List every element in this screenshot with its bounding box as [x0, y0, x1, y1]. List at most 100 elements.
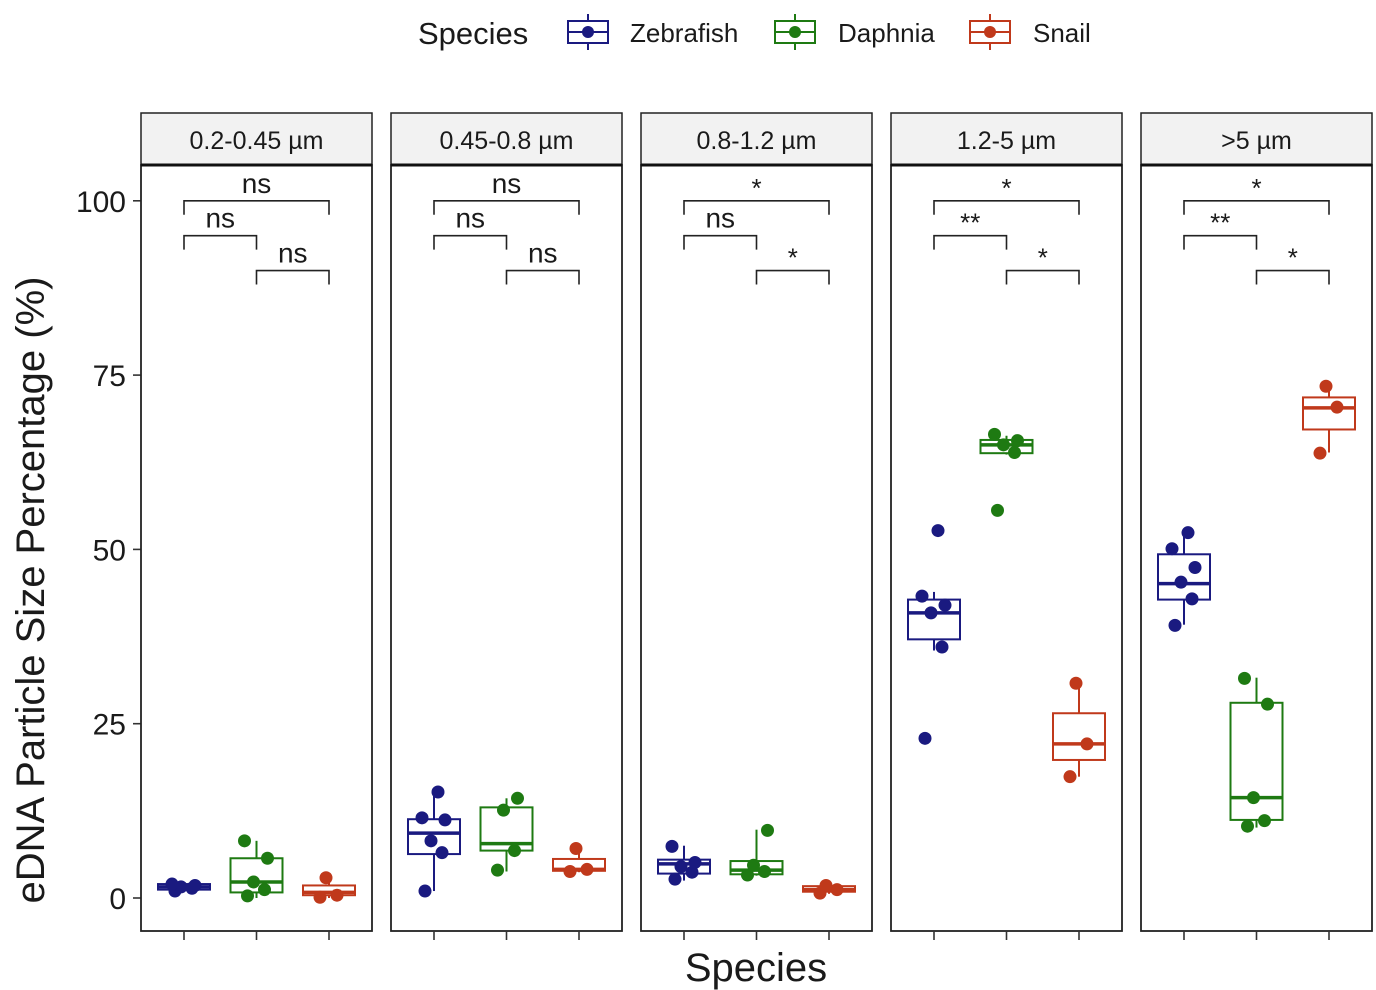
facet-strip-label: 0.2-0.45 µm — [190, 127, 324, 155]
box-daphnia — [1229, 671, 1284, 833]
y-tick-label-0: 0 — [109, 883, 126, 916]
iqr-box — [1302, 396, 1356, 431]
legend-key-snail — [969, 14, 1011, 50]
significance-label: * — [1001, 173, 1011, 203]
data-point — [313, 890, 327, 904]
facet-strip-label: 1.2-5 µm — [957, 127, 1056, 155]
data-point — [935, 640, 949, 654]
significance-label: ns — [492, 168, 522, 199]
iqr-box — [907, 598, 961, 641]
y-tick-label-75: 75 — [93, 360, 126, 393]
bracket — [1183, 200, 1330, 215]
data-point — [1181, 526, 1195, 540]
data-point — [668, 872, 682, 886]
data-point — [247, 875, 260, 889]
bracket — [933, 200, 1080, 215]
data-point — [819, 878, 833, 892]
legend-key-zebrafish — [567, 14, 609, 50]
legend: Species Zebrafish Daphnia Snail — [418, 14, 1091, 51]
significance-zebrafish-snail: * — [1183, 173, 1330, 215]
significance-label: ** — [1210, 208, 1230, 238]
data-point — [665, 839, 679, 853]
data-point — [1330, 400, 1344, 414]
data-point — [988, 427, 1001, 441]
data-point — [415, 811, 429, 825]
significance-label: * — [1288, 243, 1298, 273]
data-point — [688, 855, 702, 869]
significance-label: * — [751, 173, 761, 203]
bracket — [433, 200, 580, 215]
significance-zebrafish-daphnia: ns — [183, 203, 258, 250]
significance-daphnia-snail: ns — [255, 238, 330, 285]
significance-label: ns — [705, 203, 735, 234]
box-snail — [1302, 379, 1356, 460]
data-point — [330, 888, 344, 902]
significance-zebrafish-snail: * — [933, 173, 1080, 215]
data-point — [931, 524, 945, 538]
facet-strip — [390, 112, 623, 166]
significance-label: ns — [205, 203, 235, 234]
significance-zebrafish-daphnia: ns — [683, 203, 758, 250]
bracket — [183, 200, 330, 215]
data-point — [1261, 697, 1274, 711]
legend-point — [984, 26, 996, 38]
box-daphnia — [229, 834, 284, 903]
panel-border — [640, 164, 873, 932]
data-point — [511, 791, 524, 805]
significance-label: ns — [528, 238, 558, 269]
significance-zebrafish-snail: ns — [433, 168, 580, 215]
bracket — [683, 234, 758, 250]
box-snail — [1052, 676, 1106, 784]
box-daphnia — [979, 427, 1034, 517]
legend-label-snail: Snail — [1033, 18, 1091, 48]
legend-title: Species — [418, 16, 528, 51]
data-point — [261, 851, 274, 865]
legend-point — [582, 26, 594, 38]
data-point — [431, 785, 445, 799]
legend-label-zebrafish: Zebrafish — [630, 18, 738, 48]
data-point — [758, 865, 771, 879]
data-point — [491, 863, 504, 877]
box-snail — [802, 878, 856, 900]
data-point — [1188, 561, 1202, 575]
data-point — [438, 813, 452, 827]
facet-strip-label: 0.8-1.2 µm — [696, 127, 816, 155]
facet-strip — [890, 112, 1123, 166]
facet-strip — [640, 112, 873, 166]
facet-strip-label: >5 µm — [1221, 127, 1292, 155]
data-point — [1247, 791, 1260, 805]
significance-label: * — [788, 243, 798, 273]
significance-zebrafish-daphnia: ns — [433, 203, 508, 250]
data-point — [241, 889, 254, 903]
data-point — [508, 844, 521, 858]
facet-strip — [140, 112, 373, 166]
data-point — [1069, 676, 1083, 690]
x-axis-label: Species — [685, 946, 827, 990]
data-point — [915, 589, 929, 603]
data-point — [997, 438, 1010, 452]
data-point — [238, 834, 251, 848]
data-point — [1319, 379, 1333, 393]
facet-strip — [1140, 112, 1373, 166]
data-point — [1080, 737, 1094, 751]
bracket — [1255, 269, 1330, 285]
data-point — [569, 841, 583, 855]
data-point — [747, 858, 760, 872]
bracket — [183, 234, 258, 250]
facet-3: 0.8-1.2 µm * ns * — [640, 112, 873, 940]
facet-5: >5 µm**** — [1140, 112, 1373, 940]
box-zebrafish — [657, 839, 711, 886]
box-snail — [552, 841, 606, 879]
data-point — [563, 865, 577, 879]
data-point — [1063, 770, 1077, 784]
data-point — [424, 834, 438, 848]
iqr-box — [1052, 712, 1106, 761]
data-point — [674, 860, 688, 874]
data-point — [1258, 814, 1271, 828]
data-point — [761, 823, 774, 837]
data-point — [580, 862, 594, 876]
significance-label: * — [1038, 243, 1048, 273]
data-point — [991, 503, 1004, 517]
legend-label-daphnia: Daphnia — [838, 18, 935, 48]
significance-zebrafish-daphnia: ** — [933, 208, 1008, 250]
